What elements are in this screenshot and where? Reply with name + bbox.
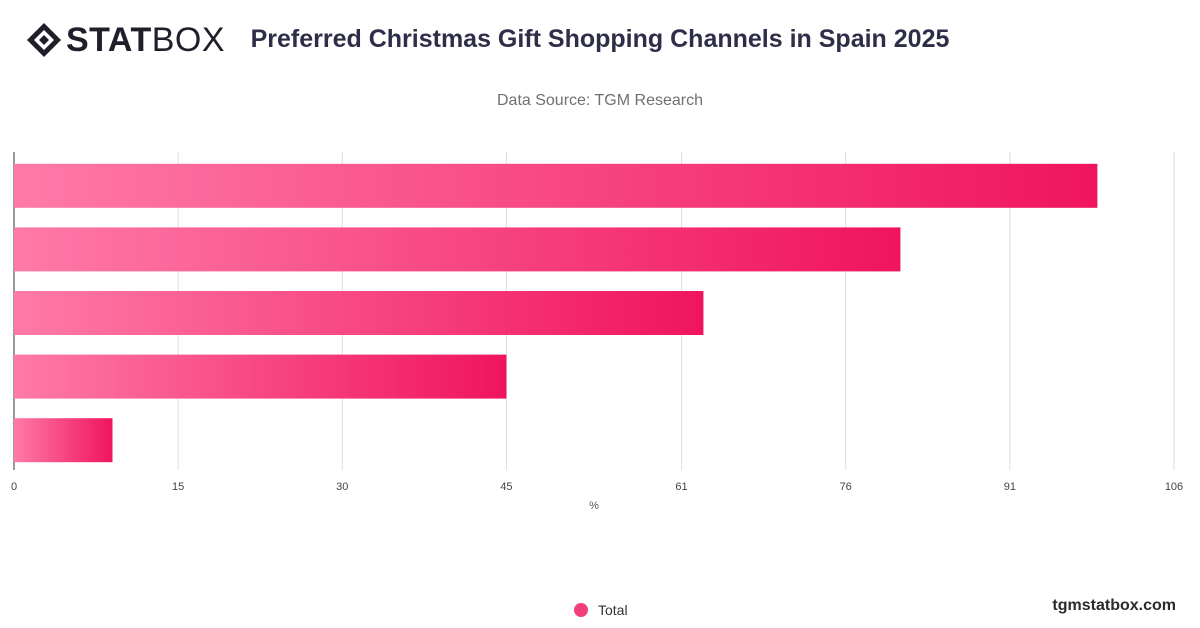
chart-legend[interactable]: Total — [574, 602, 628, 618]
legend-label-total: Total — [598, 602, 628, 618]
chart-subtitle: Data Source: TGM Research — [496, 92, 703, 109]
x-axis-label: % — [589, 500, 599, 512]
website-credit: tgmstatbox.com — [1052, 597, 1176, 614]
x-tick-label: 0 — [11, 481, 17, 493]
bar-2[interactable] — [14, 227, 901, 272]
x-tick-label: 76 — [840, 481, 852, 493]
logo-wordmark: STATBOX — [66, 23, 225, 57]
x-tick-label: 15 — [172, 481, 184, 493]
bar-3[interactable] — [14, 291, 704, 335]
logo-light-text: BOX — [151, 21, 226, 59]
legend-dot-icon — [574, 603, 588, 617]
x-tick-label: 30 — [336, 481, 348, 493]
statbox-logo: STATBOX — [26, 22, 225, 58]
bar-5[interactable] — [14, 418, 113, 463]
chart-title: Preferred Christmas Gift Shopping Channe… — [250, 25, 950, 53]
logo-bold-text: STAT — [66, 21, 152, 59]
x-tick-label: 91 — [1004, 481, 1016, 493]
x-tick-label: 45 — [500, 481, 512, 493]
bar-1[interactable] — [14, 163, 1098, 208]
x-tick-label: 106 — [1165, 481, 1183, 493]
x-tick-label: 61 — [675, 481, 687, 493]
statbox-diamond-icon — [27, 23, 61, 57]
bar-4[interactable] — [14, 354, 507, 399]
